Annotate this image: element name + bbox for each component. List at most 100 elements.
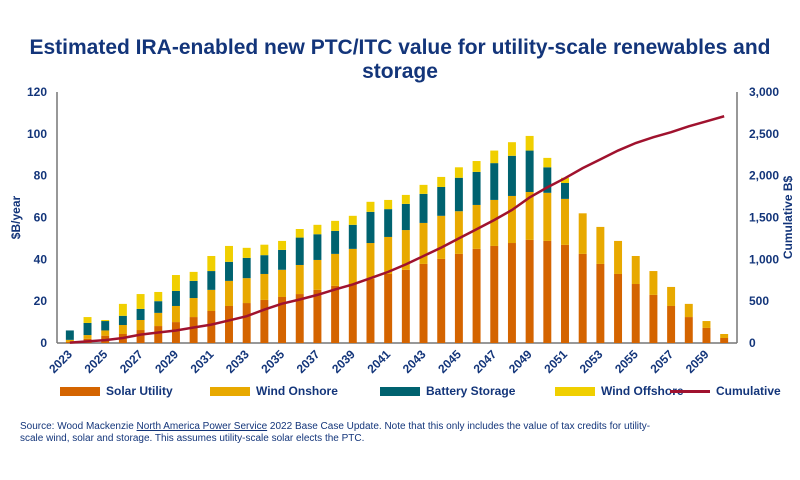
bar-battery-storage [154,301,163,313]
bar-solar-utility [437,258,446,343]
bar-solar-utility [278,296,287,343]
legend-item: Wind Offshore [555,384,684,398]
y-right-tick-label: 1,000 [749,252,779,266]
legend-swatch [60,386,100,396]
y-right-tick-label: 500 [749,294,769,308]
source-suffix: 2022 Base Case Update. Note that this on… [20,421,651,444]
bar-wind-onshore [614,240,623,274]
bar-wind-onshore [136,319,145,331]
legend-item: Wind Onshore [210,384,338,398]
bar-wind-onshore [118,325,127,335]
x-tick-label: 2023 [46,347,75,376]
y-right-tick-label: 2,500 [749,127,779,141]
chart-title: Estimated IRA-enabled new PTC/ITC value … [29,36,771,83]
cumulative-line [69,115,725,344]
bar-solar-utility [366,278,375,343]
bar-wind-onshore [419,222,428,264]
bar-battery-storage [331,230,340,254]
bar-wind-offshore [507,142,516,156]
bar-battery-storage [65,330,74,340]
bar-battery-storage [561,182,569,199]
bar-wind-onshore [631,255,640,285]
x-tick-label: 2029 [152,347,181,376]
bar-solar-utility [348,284,357,343]
x-tick-label: 2025 [82,347,111,376]
y-axis-label: $B/year [9,195,23,239]
bar-solar-utility [561,244,569,343]
bar-wind-offshore [543,157,552,168]
bar-solar-utility [401,269,410,343]
bar-wind-offshore [225,245,233,262]
bar-wind-offshore [561,177,569,183]
y-tick-label: 60 [34,211,48,225]
bar-battery-storage [207,271,216,290]
bar-wind-onshore [507,195,516,244]
y-tick-label: 100 [27,127,47,141]
bar-wind-onshore [313,259,322,290]
bar-wind-onshore [667,286,676,306]
x-tick-label: 2047 [471,347,500,376]
bar-wind-offshore [278,240,287,250]
bar-battery-storage [437,186,446,216]
bar-battery-storage [543,167,552,193]
bar-battery-storage [83,322,92,336]
bar-solar-utility [525,239,534,343]
x-tick-label: 2051 [541,347,570,376]
bar-wind-offshore [154,291,163,302]
bar-solar-utility [419,263,428,343]
bar-wind-offshore [207,255,216,272]
bar-wind-onshore [649,271,658,295]
bar-battery-storage [454,177,463,212]
bar-solar-utility [702,327,711,343]
bar-wind-onshore [543,192,552,241]
x-tick-label: 2059 [683,347,712,376]
legend: Solar Utility Wind Onshore Battery Storage… [60,384,781,402]
bar-wind-offshore [454,167,463,178]
bar-wind-onshore [65,339,74,342]
x-tick-label: 2057 [647,347,676,376]
bar-wind-onshore [596,226,605,264]
bar-battery-storage [384,209,393,237]
x-tick-label: 2043 [400,347,429,376]
bar-wind-onshore [366,243,375,279]
bar-battery-storage [118,315,127,326]
bar-battery-storage [507,155,516,196]
bar-solar-utility [614,273,623,343]
bar-wind-offshore [525,135,534,151]
bar-wind-offshore [490,150,499,164]
bar-battery-storage [366,211,375,244]
bar-battery-storage [225,261,233,281]
bar-battery-storage [419,193,428,223]
legend-item: Cumulative [670,384,781,398]
chart: 0 20 40 60 80 100 120 0 500 1,000 1,500 2,000 2,500 3… [9,85,795,376]
bar-wind-offshore [348,215,357,225]
y-tick-label: 120 [27,85,47,99]
bar-wind-offshore [331,220,340,231]
bar-wind-offshore [260,244,269,256]
bar-wind-onshore [472,204,481,249]
bar-solar-utility [667,305,676,343]
bar-solar-utility [295,294,304,343]
bar-battery-storage [101,321,110,331]
y-tick-label: 40 [34,252,48,266]
legend-label: Wind Onshore [256,384,338,398]
source-link[interactable]: North America Power Service [136,421,268,432]
bar-solar-utility [684,317,693,343]
bar-solar-utility [472,248,481,343]
bar-solar-utility [242,303,251,343]
bar-wind-offshore [313,224,322,235]
bar-wind-offshore [384,199,393,210]
bar-solar-utility [384,273,393,343]
bar-wind-onshore [295,264,304,295]
legend-swatch [380,386,420,396]
bar-wind-onshore [348,248,357,285]
bar-battery-storage [490,163,499,200]
x-tick-label: 2049 [506,347,535,376]
bar-wind-onshore [720,334,729,338]
bar-solar-utility [631,284,640,343]
bar-wind-onshore [437,215,446,259]
source-note: Source: Wood Mackenzie North America Pow… [20,421,660,445]
x-tick-label: 2041 [364,347,393,376]
bar-solar-utility [649,294,658,343]
bar-solar-utility [507,243,516,343]
